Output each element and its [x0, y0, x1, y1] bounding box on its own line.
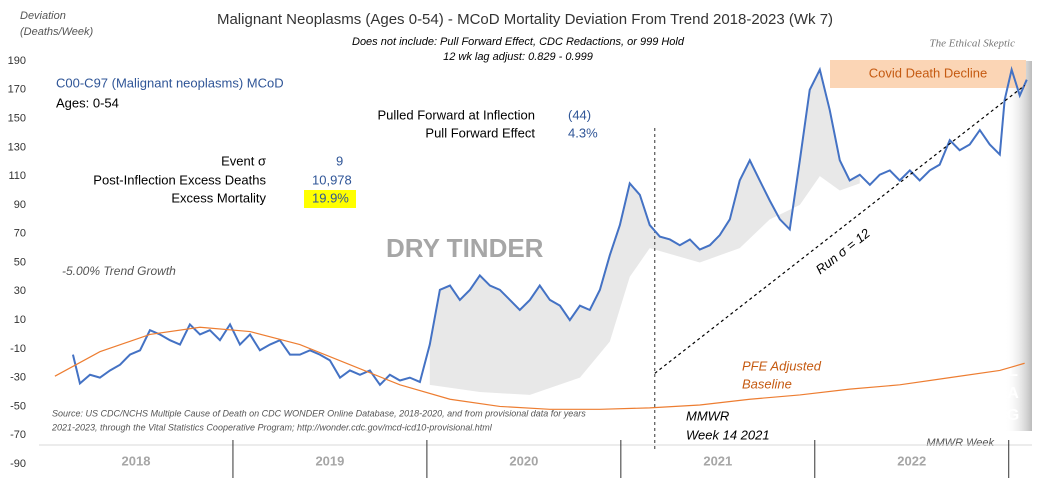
- highlight: [304, 190, 356, 208]
- stat-label: Excess Mortality: [171, 190, 266, 205]
- y-tick-label: -90: [10, 458, 26, 470]
- chart-title: Malignant Neoplasms (Ages 0-54) - MCoD M…: [217, 11, 833, 28]
- y-tick-label: 10: [14, 314, 26, 326]
- subtitle: Does not include: Pull Forward Effect, C…: [352, 36, 685, 48]
- stat-label: Pulled Forward at Inflection: [377, 107, 535, 122]
- mmwr-week: MMWR Week: [926, 437, 994, 449]
- y-tick-label: 30: [14, 285, 26, 297]
- stat-label: Pull Forward Effect: [425, 125, 535, 140]
- y-tick-label: 130: [8, 141, 26, 153]
- x-band-label: 2018: [122, 453, 151, 468]
- stat-value: 10,978: [312, 172, 352, 187]
- stat-value: 9: [336, 153, 343, 168]
- ages-label: Ages: 0-54: [56, 95, 119, 110]
- shaded-area: [429, 69, 860, 395]
- mmwr14-label: MMWR: [686, 408, 729, 423]
- stat-value: 19.9%: [312, 190, 349, 205]
- dry-tinder: DRY TINDER: [386, 233, 544, 263]
- x-band-label: 2022: [897, 453, 926, 468]
- lag-letter: L: [1008, 363, 1018, 380]
- stat-value: 4.3%: [568, 125, 598, 140]
- series-line: [54, 326, 1025, 410]
- y-tick-label: -70: [10, 429, 26, 441]
- x-band-label: 2021: [703, 453, 732, 468]
- subtitle: 12 wk lag adjust: 0.829 - 0.999: [443, 51, 593, 63]
- y-tick-label: 150: [8, 112, 26, 124]
- trend-growth: -5.00% Trend Growth: [62, 264, 176, 278]
- pfe-label: Baseline: [742, 376, 792, 391]
- source: 2021-2023, through the Vital Statistics …: [51, 422, 493, 432]
- series-line: [654, 84, 1025, 374]
- lag-letter: A: [1007, 385, 1019, 402]
- pfe-label: PFE Adjusted: [742, 358, 822, 373]
- lag-region: [1004, 61, 1032, 431]
- y-tick-label: 170: [8, 84, 26, 96]
- y-axis-label: (Deaths/Week): [20, 26, 93, 38]
- covid-decline-box: [830, 60, 1026, 88]
- y-tick-label: 50: [14, 256, 26, 268]
- y-tick-label: 190: [8, 55, 26, 67]
- stat-value: (44): [568, 107, 591, 122]
- mmwr14-label: Week 14 2021: [686, 427, 770, 442]
- source: Source: US CDC/NCHS Multiple Cause of De…: [52, 408, 586, 418]
- stat-label: Post-Inflection Excess Deaths: [93, 172, 266, 187]
- y-tick-label: -30: [10, 372, 26, 384]
- y-tick-label: 70: [14, 228, 26, 240]
- y-tick-label: -50: [10, 400, 26, 412]
- y-axis-label: Deviation: [20, 10, 66, 22]
- y-tick-label: 110: [8, 170, 26, 182]
- series-line: [71, 65, 1028, 387]
- lag-shade: [1004, 61, 1032, 431]
- y-tick-label: 90: [14, 199, 26, 211]
- series-label: C00-C97 (Malignant neoplasms) MCoD: [56, 75, 284, 90]
- stat-label: Event σ: [221, 153, 266, 168]
- covid-decline-label: Covid Death Decline: [869, 65, 988, 80]
- y-tick-label: -10: [10, 343, 26, 355]
- lag-letter: G: [1007, 407, 1019, 424]
- x-band-label: 2019: [315, 453, 344, 468]
- x-band-label: 2020: [509, 453, 538, 468]
- brand: The Ethical Skeptic: [929, 38, 1015, 50]
